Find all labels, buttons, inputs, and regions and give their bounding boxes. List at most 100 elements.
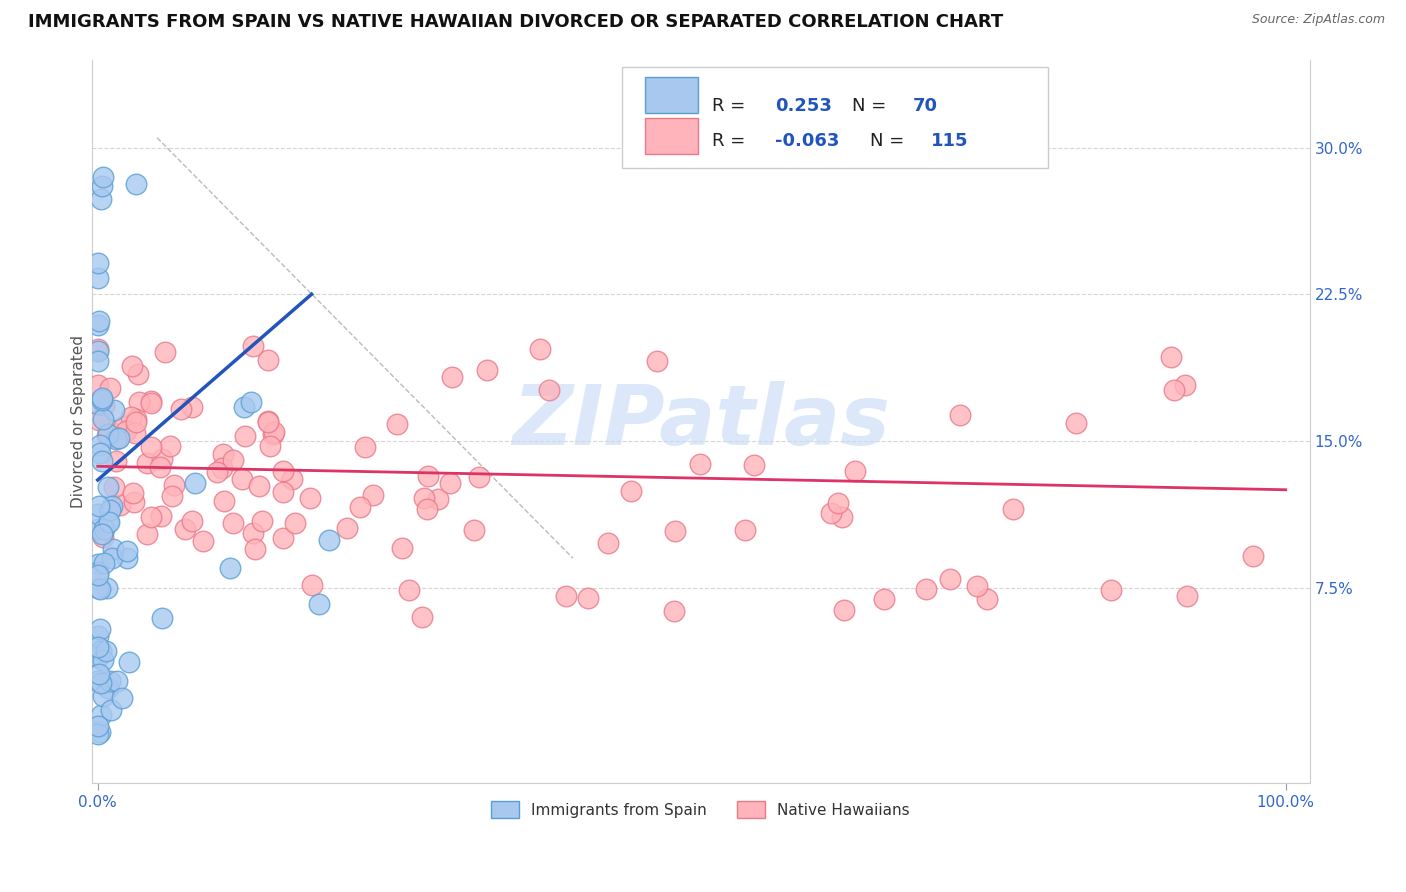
Point: [1175, 590, 1198, 604]
Point: [149, 459, 172, 474]
Point: [318, 533, 340, 547]
Point: [301, 578, 323, 592]
Point: [111, 690, 134, 705]
Point: [90, 644, 112, 658]
Point: [87, 581, 110, 595]
Point: [218, 561, 240, 575]
Point: [742, 458, 765, 472]
Point: [91, 169, 114, 184]
Point: [222, 516, 245, 531]
Point: [89, 582, 111, 597]
Point: [93, 398, 115, 412]
Point: [181, 514, 204, 528]
Point: [90, 193, 112, 207]
Point: [91, 689, 114, 703]
Point: [125, 412, 148, 426]
Point: [689, 457, 711, 471]
Point: [966, 578, 988, 592]
Point: [252, 514, 274, 528]
Point: [87, 318, 110, 332]
Point: [89, 725, 111, 739]
Point: [349, 500, 371, 514]
Point: [91, 652, 114, 666]
Point: [125, 415, 148, 429]
Point: [112, 419, 135, 434]
Point: [89, 438, 111, 452]
Point: [87, 342, 110, 356]
Point: [416, 502, 439, 516]
Point: [108, 499, 131, 513]
Point: [89, 446, 111, 460]
Point: [1002, 501, 1025, 516]
Text: 70: 70: [912, 97, 938, 115]
Point: [174, 522, 197, 536]
Point: [222, 453, 245, 467]
Point: [139, 396, 162, 410]
Point: [93, 556, 115, 570]
Point: [89, 413, 111, 427]
Point: [284, 516, 307, 531]
Point: [844, 464, 866, 478]
Text: N =: N =: [852, 97, 891, 115]
Point: [596, 535, 619, 549]
Point: [89, 622, 111, 636]
Point: [336, 521, 359, 535]
Point: [87, 522, 110, 536]
Point: [873, 591, 896, 606]
Point: [87, 354, 110, 368]
Point: [87, 270, 110, 285]
Text: -0.063: -0.063: [775, 132, 839, 150]
Point: [240, 395, 263, 409]
Point: [647, 354, 669, 368]
Point: [263, 425, 285, 439]
Point: [96, 581, 118, 595]
Point: [529, 342, 551, 356]
Point: [96, 428, 118, 442]
Point: [211, 461, 233, 475]
Point: [150, 451, 173, 466]
Point: [734, 523, 756, 537]
Point: [90, 392, 112, 407]
Point: [101, 542, 124, 557]
Point: [87, 256, 110, 270]
Point: [233, 400, 256, 414]
Point: [271, 464, 294, 478]
Point: [576, 591, 599, 605]
Point: [477, 363, 499, 377]
Point: [98, 515, 121, 529]
Point: [90, 708, 112, 723]
Point: [256, 416, 278, 430]
Point: [387, 417, 409, 432]
Point: [271, 484, 294, 499]
Point: [105, 674, 128, 689]
Point: [139, 393, 162, 408]
Text: ZIPatlas: ZIPatlas: [512, 381, 890, 462]
Point: [831, 509, 853, 524]
Point: [98, 380, 121, 394]
Point: [118, 655, 141, 669]
Text: R =: R =: [711, 97, 751, 115]
Point: [90, 454, 112, 468]
Point: [207, 465, 229, 479]
Point: [257, 414, 280, 428]
Point: [90, 676, 112, 690]
Point: [115, 543, 138, 558]
Point: [136, 456, 159, 470]
Point: [413, 491, 436, 505]
Point: [87, 719, 110, 733]
Point: [233, 429, 256, 443]
Point: [664, 524, 686, 538]
Point: [827, 496, 849, 510]
Point: [181, 400, 204, 414]
Point: [1174, 378, 1197, 392]
Point: [105, 454, 128, 468]
Point: [96, 644, 118, 658]
Point: [832, 603, 855, 617]
Point: [97, 681, 120, 695]
Point: [100, 702, 122, 716]
Point: [89, 314, 111, 328]
Point: [120, 410, 142, 425]
Point: [193, 534, 215, 549]
Point: [87, 507, 110, 521]
Point: [87, 673, 110, 688]
